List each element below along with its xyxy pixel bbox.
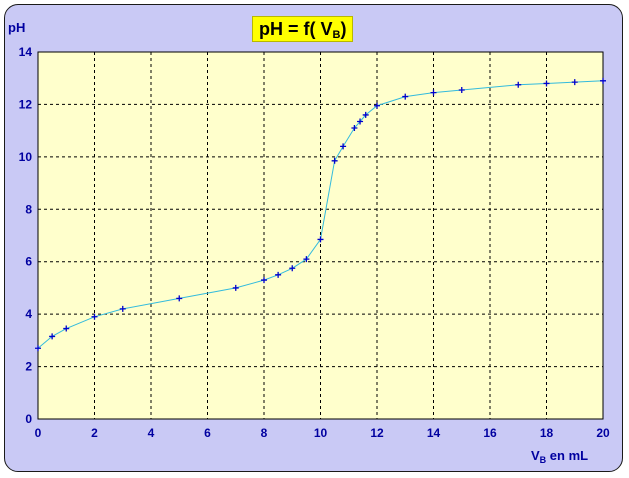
data-point: [362, 111, 369, 118]
x-tick-label: 20: [596, 426, 610, 440]
data-point: [49, 333, 56, 340]
x-tick-label: 0: [35, 426, 42, 440]
y-tick-label: 12: [19, 97, 33, 111]
x-tick-label: 16: [483, 426, 497, 440]
tick-labels: 0 2 4 6 8 10 12 14 16 18 20 0 2 4 6 8 10 12 14: [19, 45, 610, 440]
data-point: [63, 325, 70, 332]
data-point: [600, 77, 606, 84]
chart-title-subscript: B: [332, 29, 341, 41]
grid: [38, 52, 603, 419]
data-points: [35, 77, 606, 352]
data-point: [303, 256, 310, 263]
data-point: [317, 236, 324, 243]
data-point: [119, 305, 126, 312]
x-tick-label: 14: [427, 426, 441, 440]
data-point: [515, 81, 522, 88]
data-point: [261, 277, 267, 284]
data-point: [176, 295, 183, 302]
chart-title-end: ): [340, 19, 347, 39]
data-point: [430, 89, 437, 96]
y-axis-label: pH: [8, 20, 25, 35]
y-tick-label: 8: [25, 202, 32, 216]
data-point: [331, 157, 338, 164]
x-axis-label-end: en mL: [546, 448, 588, 463]
x-tick-label: 12: [370, 426, 384, 440]
data-point: [35, 345, 41, 352]
chart-title: pH = f( VB): [252, 16, 354, 42]
x-axis-label: VB en mL: [531, 448, 588, 465]
y-tick-label: 14: [19, 45, 33, 59]
x-axis-label-subscript: B: [540, 455, 547, 465]
data-point: [543, 80, 550, 87]
data-point: [571, 79, 578, 86]
data-point: [232, 284, 239, 291]
data-point: [374, 102, 380, 109]
data-point: [357, 118, 364, 125]
data-point: [458, 87, 465, 94]
y-tick-label: 6: [25, 255, 32, 269]
data-point: [340, 143, 347, 150]
x-axis-label-main: V: [531, 448, 540, 463]
y-tick-label: 10: [19, 150, 33, 164]
data-point: [91, 313, 98, 320]
x-tick-label: 18: [540, 426, 554, 440]
data-point: [289, 265, 296, 272]
chart-title-main: pH = f( V: [259, 19, 333, 39]
data-point: [275, 271, 282, 278]
y-tick-label: 4: [25, 307, 32, 321]
x-tick-label: 8: [261, 426, 268, 440]
data-point: [351, 125, 358, 132]
data-point: [402, 93, 409, 100]
x-tick-label: 4: [148, 426, 155, 440]
y-tick-label: 0: [25, 412, 32, 426]
x-tick-label: 10: [314, 426, 328, 440]
y-tick-label: 2: [25, 360, 32, 374]
x-tick-label: 6: [204, 426, 211, 440]
x-tick-label: 2: [91, 426, 98, 440]
